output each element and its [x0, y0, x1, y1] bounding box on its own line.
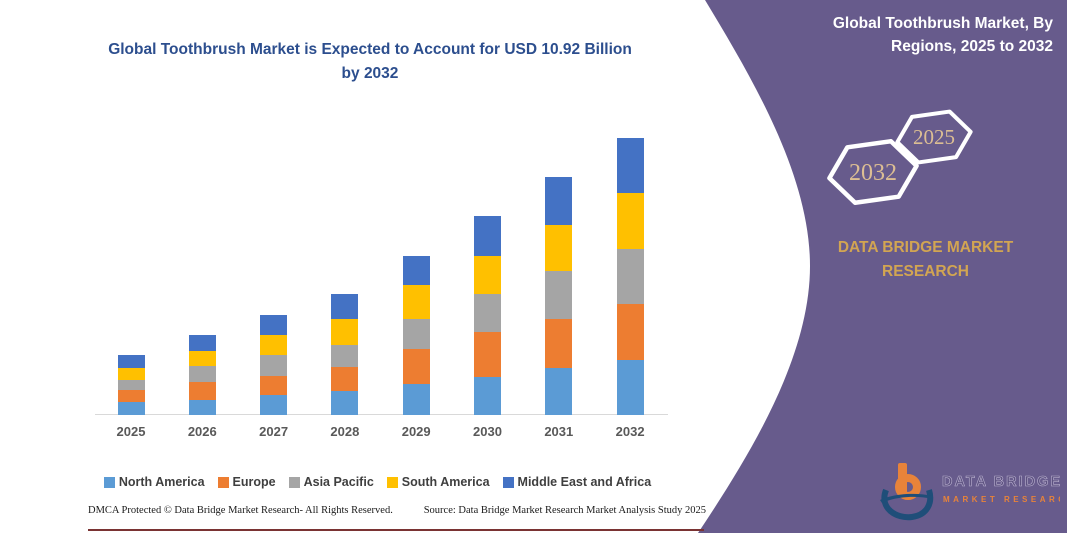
bar-segment-south-america-2032 — [616, 192, 644, 249]
hexagon-2025-outline — [895, 109, 973, 165]
x-axis-label-2028: 2028 — [330, 424, 360, 439]
x-axis-line — [95, 414, 668, 415]
x-axis-label-2029: 2029 — [401, 424, 431, 439]
bar-segment-middle-east-and-africa-2028 — [331, 293, 359, 319]
bar-segment-north-america-2030 — [474, 376, 501, 415]
purple-panel-shape — [698, 0, 1067, 533]
bar-segment-south-america-2030 — [474, 255, 501, 294]
bar-segment-south-america-2026 — [188, 351, 216, 367]
bar-segment-asia-pacific-2028 — [331, 344, 359, 367]
footer: DMCA Protected © Data Bridge Market Rese… — [88, 505, 706, 516]
logo-d-swoosh — [881, 488, 934, 521]
bar-segment-south-america-2027 — [260, 334, 288, 355]
bar-segment-asia-pacific-2027 — [260, 354, 288, 376]
bar-segment-middle-east-and-africa-2027 — [260, 314, 288, 335]
bar-segment-middle-east-and-africa-2032 — [616, 137, 644, 193]
legend-item-middle-east-and-africa: Middle East and Africa — [502, 475, 652, 489]
x-axis-label-2025: 2025 — [116, 424, 146, 439]
bar-segment-south-america-2025 — [117, 368, 145, 381]
bar-segment-asia-pacific-2031 — [545, 271, 573, 320]
legend-swatch — [386, 476, 398, 488]
legend: North America Europe Asia Pacific South Ame… — [80, 472, 675, 492]
bar-segment-asia-pacific-2026 — [188, 366, 216, 383]
legend-label: Europe — [232, 475, 276, 489]
bar-segment-asia-pacific-2032 — [616, 248, 644, 304]
chart-title: Global Toothbrush Market is Expected to … — [108, 41, 632, 83]
bar-segment-europe-2029 — [402, 349, 430, 385]
bar-segment-middle-east-and-africa-2031 — [545, 177, 573, 226]
bar-segment-asia-pacific-2030 — [474, 294, 501, 333]
logo-underline-swoosh — [880, 493, 932, 503]
bar-segment-europe-2031 — [545, 319, 573, 369]
logo-text-market-research: MARKET RESEARCH — [943, 495, 1060, 504]
x-axis-label-2026: 2026 — [187, 424, 217, 439]
bar-segment-asia-pacific-2025 — [117, 380, 145, 391]
legend-swatch — [103, 476, 115, 488]
legend-label: Middle East and Africa — [517, 475, 652, 489]
bar-segment-middle-east-and-africa-2026 — [188, 335, 216, 352]
hexagon-2032-outline — [827, 138, 919, 206]
bar-segment-middle-east-and-africa-2029 — [402, 256, 430, 286]
bar-segment-europe-2025 — [117, 390, 145, 403]
x-axis-label-2027: 2027 — [259, 424, 289, 439]
legend-swatch — [217, 476, 229, 488]
legend-swatch — [288, 476, 300, 488]
brand-text: DATA BRIDGE MARKET RESEARCH — [837, 239, 1014, 281]
logo-text-data-bridge: DATA BRIDGE — [942, 474, 1060, 490]
logo-b-bowl — [895, 474, 921, 500]
bar-segment-north-america-2029 — [402, 384, 430, 415]
panel-header: Global Toothbrush Market, By Regions, 20… — [832, 15, 1053, 56]
footer-source: Source: Data Bridge Market Research Mark… — [423, 505, 706, 516]
hexagon-2032-label: 2032 — [849, 160, 897, 186]
dbmr-logo: DATA BRIDGE MARKET RESEARCH — [880, 463, 1060, 521]
hexagon-2032 — [827, 138, 919, 206]
footer-copyright: DMCA Protected © Data Bridge Market Rese… — [88, 505, 393, 516]
bar-segment-south-america-2028 — [331, 318, 359, 345]
bar-segment-europe-2028 — [331, 366, 359, 391]
bar-segment-europe-2027 — [260, 375, 288, 395]
x-axis-label-2030: 2030 — [473, 424, 502, 439]
legend-swatch — [502, 476, 514, 488]
bar-segment-asia-pacific-2029 — [402, 319, 430, 350]
x-axis-label-2032: 2032 — [615, 424, 645, 439]
legend-item-europe: Europe — [217, 475, 276, 489]
bar-segment-south-america-2029 — [402, 285, 430, 320]
bar-segment-north-america-2028 — [331, 390, 359, 415]
bar-segment-north-america-2027 — [260, 394, 288, 415]
legend-label: North America — [118, 475, 205, 489]
dbmr-logo-mark — [880, 463, 934, 521]
bar-segment-north-america-2026 — [188, 400, 216, 415]
x-axis-label-2031: 2031 — [544, 424, 574, 439]
legend-item-north-america: North America — [103, 475, 205, 489]
legend-item-asia-pacific: Asia Pacific — [288, 475, 374, 489]
bar-segment-south-america-2031 — [545, 225, 573, 272]
bar-segment-europe-2026 — [188, 382, 216, 401]
bar-segment-north-america-2025 — [117, 402, 145, 415]
bar-segment-middle-east-and-africa-2025 — [117, 355, 145, 369]
legend-label: South America — [401, 475, 490, 489]
bar-segment-middle-east-and-africa-2030 — [474, 215, 501, 256]
legend-item-south-america: South America — [386, 475, 490, 489]
bar-segment-europe-2030 — [474, 332, 501, 377]
year-hexagons: 2032 2025 — [827, 109, 973, 206]
hexagon-2025 — [895, 109, 973, 165]
bar-segment-north-america-2031 — [545, 368, 573, 415]
footer-rule — [88, 529, 704, 531]
bar-segment-north-america-2032 — [616, 359, 644, 415]
legend-label: Asia Pacific — [303, 475, 374, 489]
hexagon-2025-label: 2025 — [913, 125, 955, 149]
bar-segment-europe-2032 — [616, 303, 644, 360]
